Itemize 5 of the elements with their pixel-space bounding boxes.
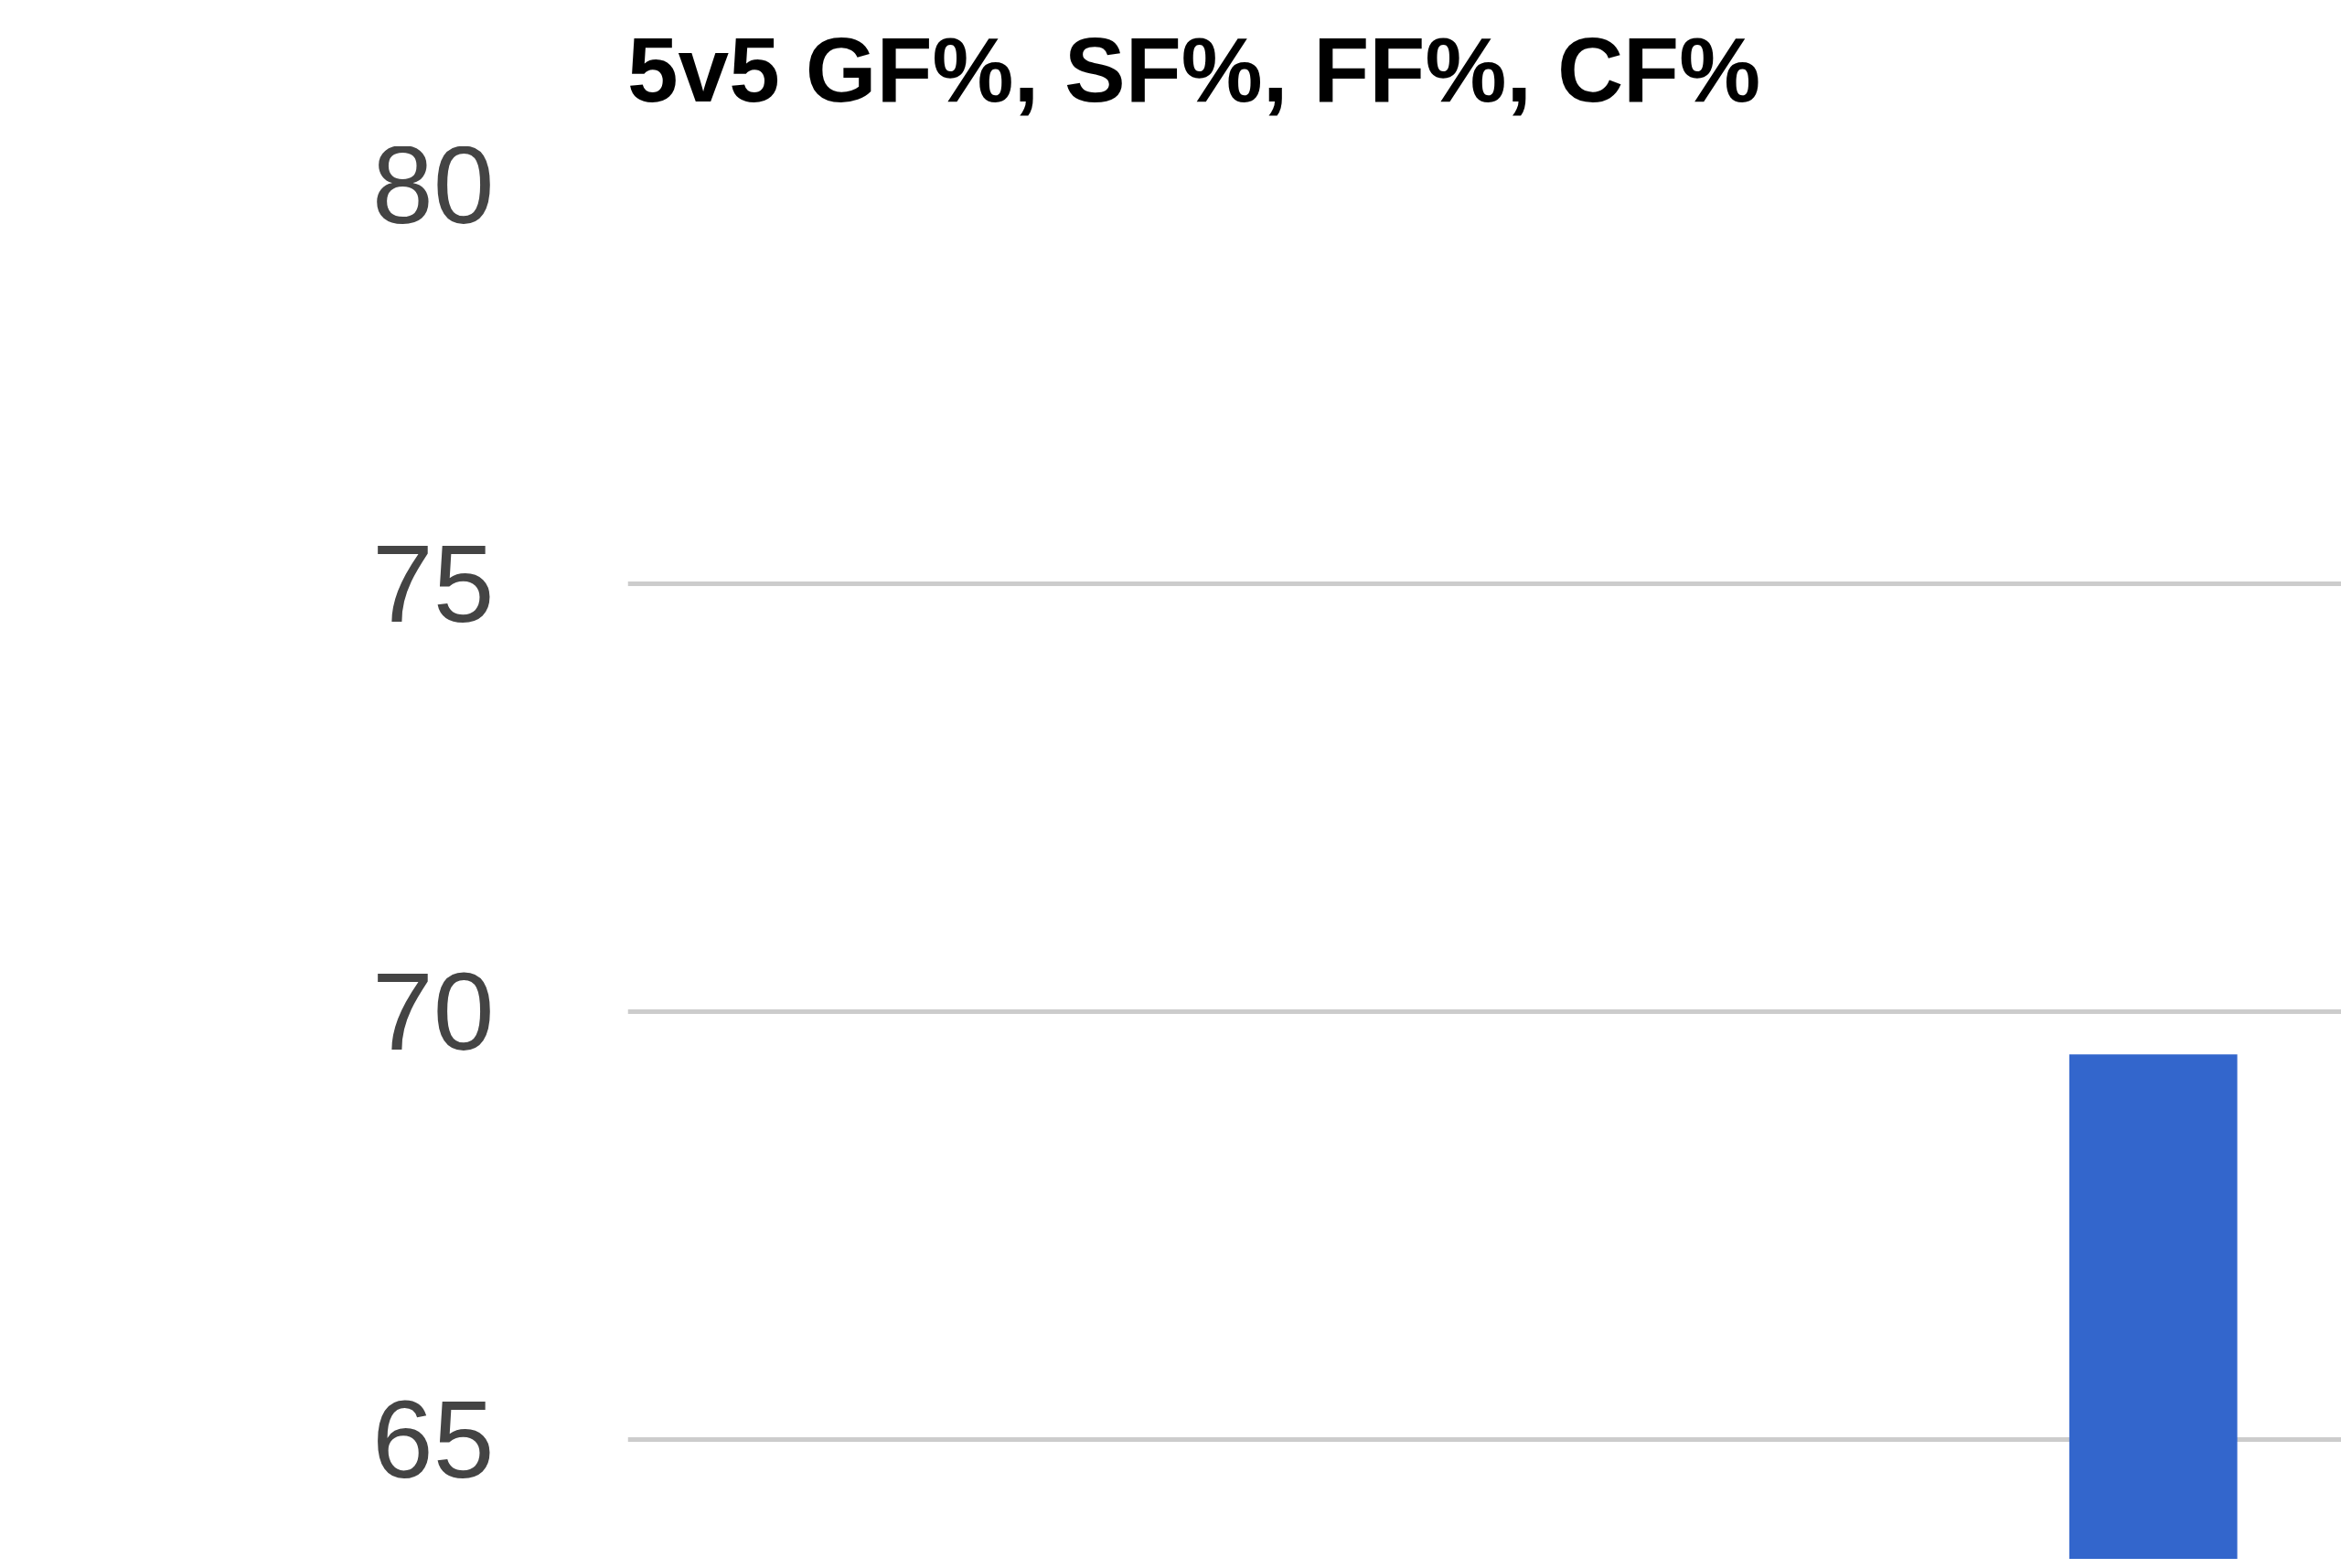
y-tick-label: 80 <box>372 123 495 246</box>
chart-title: 5v5 GF%, SF%, FF%, CF% <box>627 17 1761 123</box>
y-tick-label: 75 <box>372 521 495 645</box>
y-tick-label: 65 <box>372 1377 495 1500</box>
y-tick-label: 70 <box>372 949 495 1072</box>
